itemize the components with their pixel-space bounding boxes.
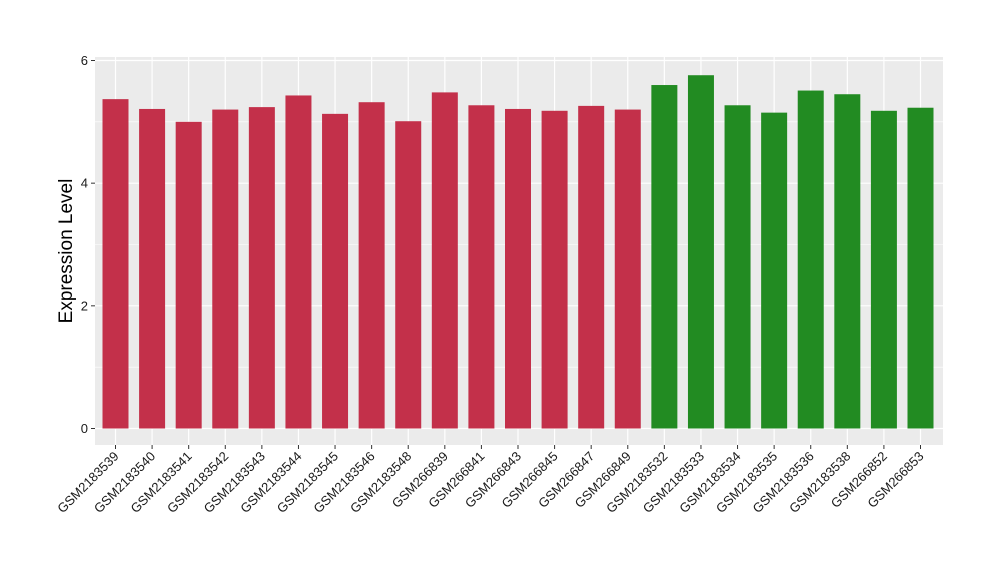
y-tick-label: 4 bbox=[81, 176, 88, 191]
y-tick-label: 0 bbox=[81, 421, 88, 436]
y-tick-label: 6 bbox=[81, 53, 88, 68]
bar bbox=[102, 99, 129, 429]
y-axis: 0 2 4 6 bbox=[81, 53, 95, 436]
bar bbox=[870, 110, 897, 429]
x-axis: GSM2183539GSM2183540GSM2183541GSM2183542… bbox=[54, 445, 927, 516]
y-tick-label: 2 bbox=[81, 298, 88, 313]
bar bbox=[212, 109, 239, 429]
bar bbox=[395, 121, 422, 429]
bar bbox=[651, 85, 678, 429]
bar bbox=[248, 107, 275, 429]
bar bbox=[907, 107, 934, 429]
bar bbox=[358, 102, 385, 429]
bars bbox=[102, 75, 934, 429]
bar bbox=[285, 95, 312, 429]
bar bbox=[322, 113, 349, 429]
bar bbox=[505, 108, 531, 429]
bar bbox=[834, 94, 861, 429]
bar bbox=[541, 110, 568, 429]
bar bbox=[724, 105, 751, 429]
bar bbox=[614, 109, 641, 429]
y-axis-title: Expression Level bbox=[56, 179, 77, 324]
bar bbox=[431, 92, 458, 429]
bar bbox=[687, 75, 714, 429]
bar bbox=[468, 105, 495, 429]
bar bbox=[139, 108, 166, 429]
bar bbox=[761, 112, 788, 429]
bar bbox=[175, 121, 202, 429]
bar bbox=[797, 90, 824, 429]
bar bbox=[578, 105, 605, 429]
